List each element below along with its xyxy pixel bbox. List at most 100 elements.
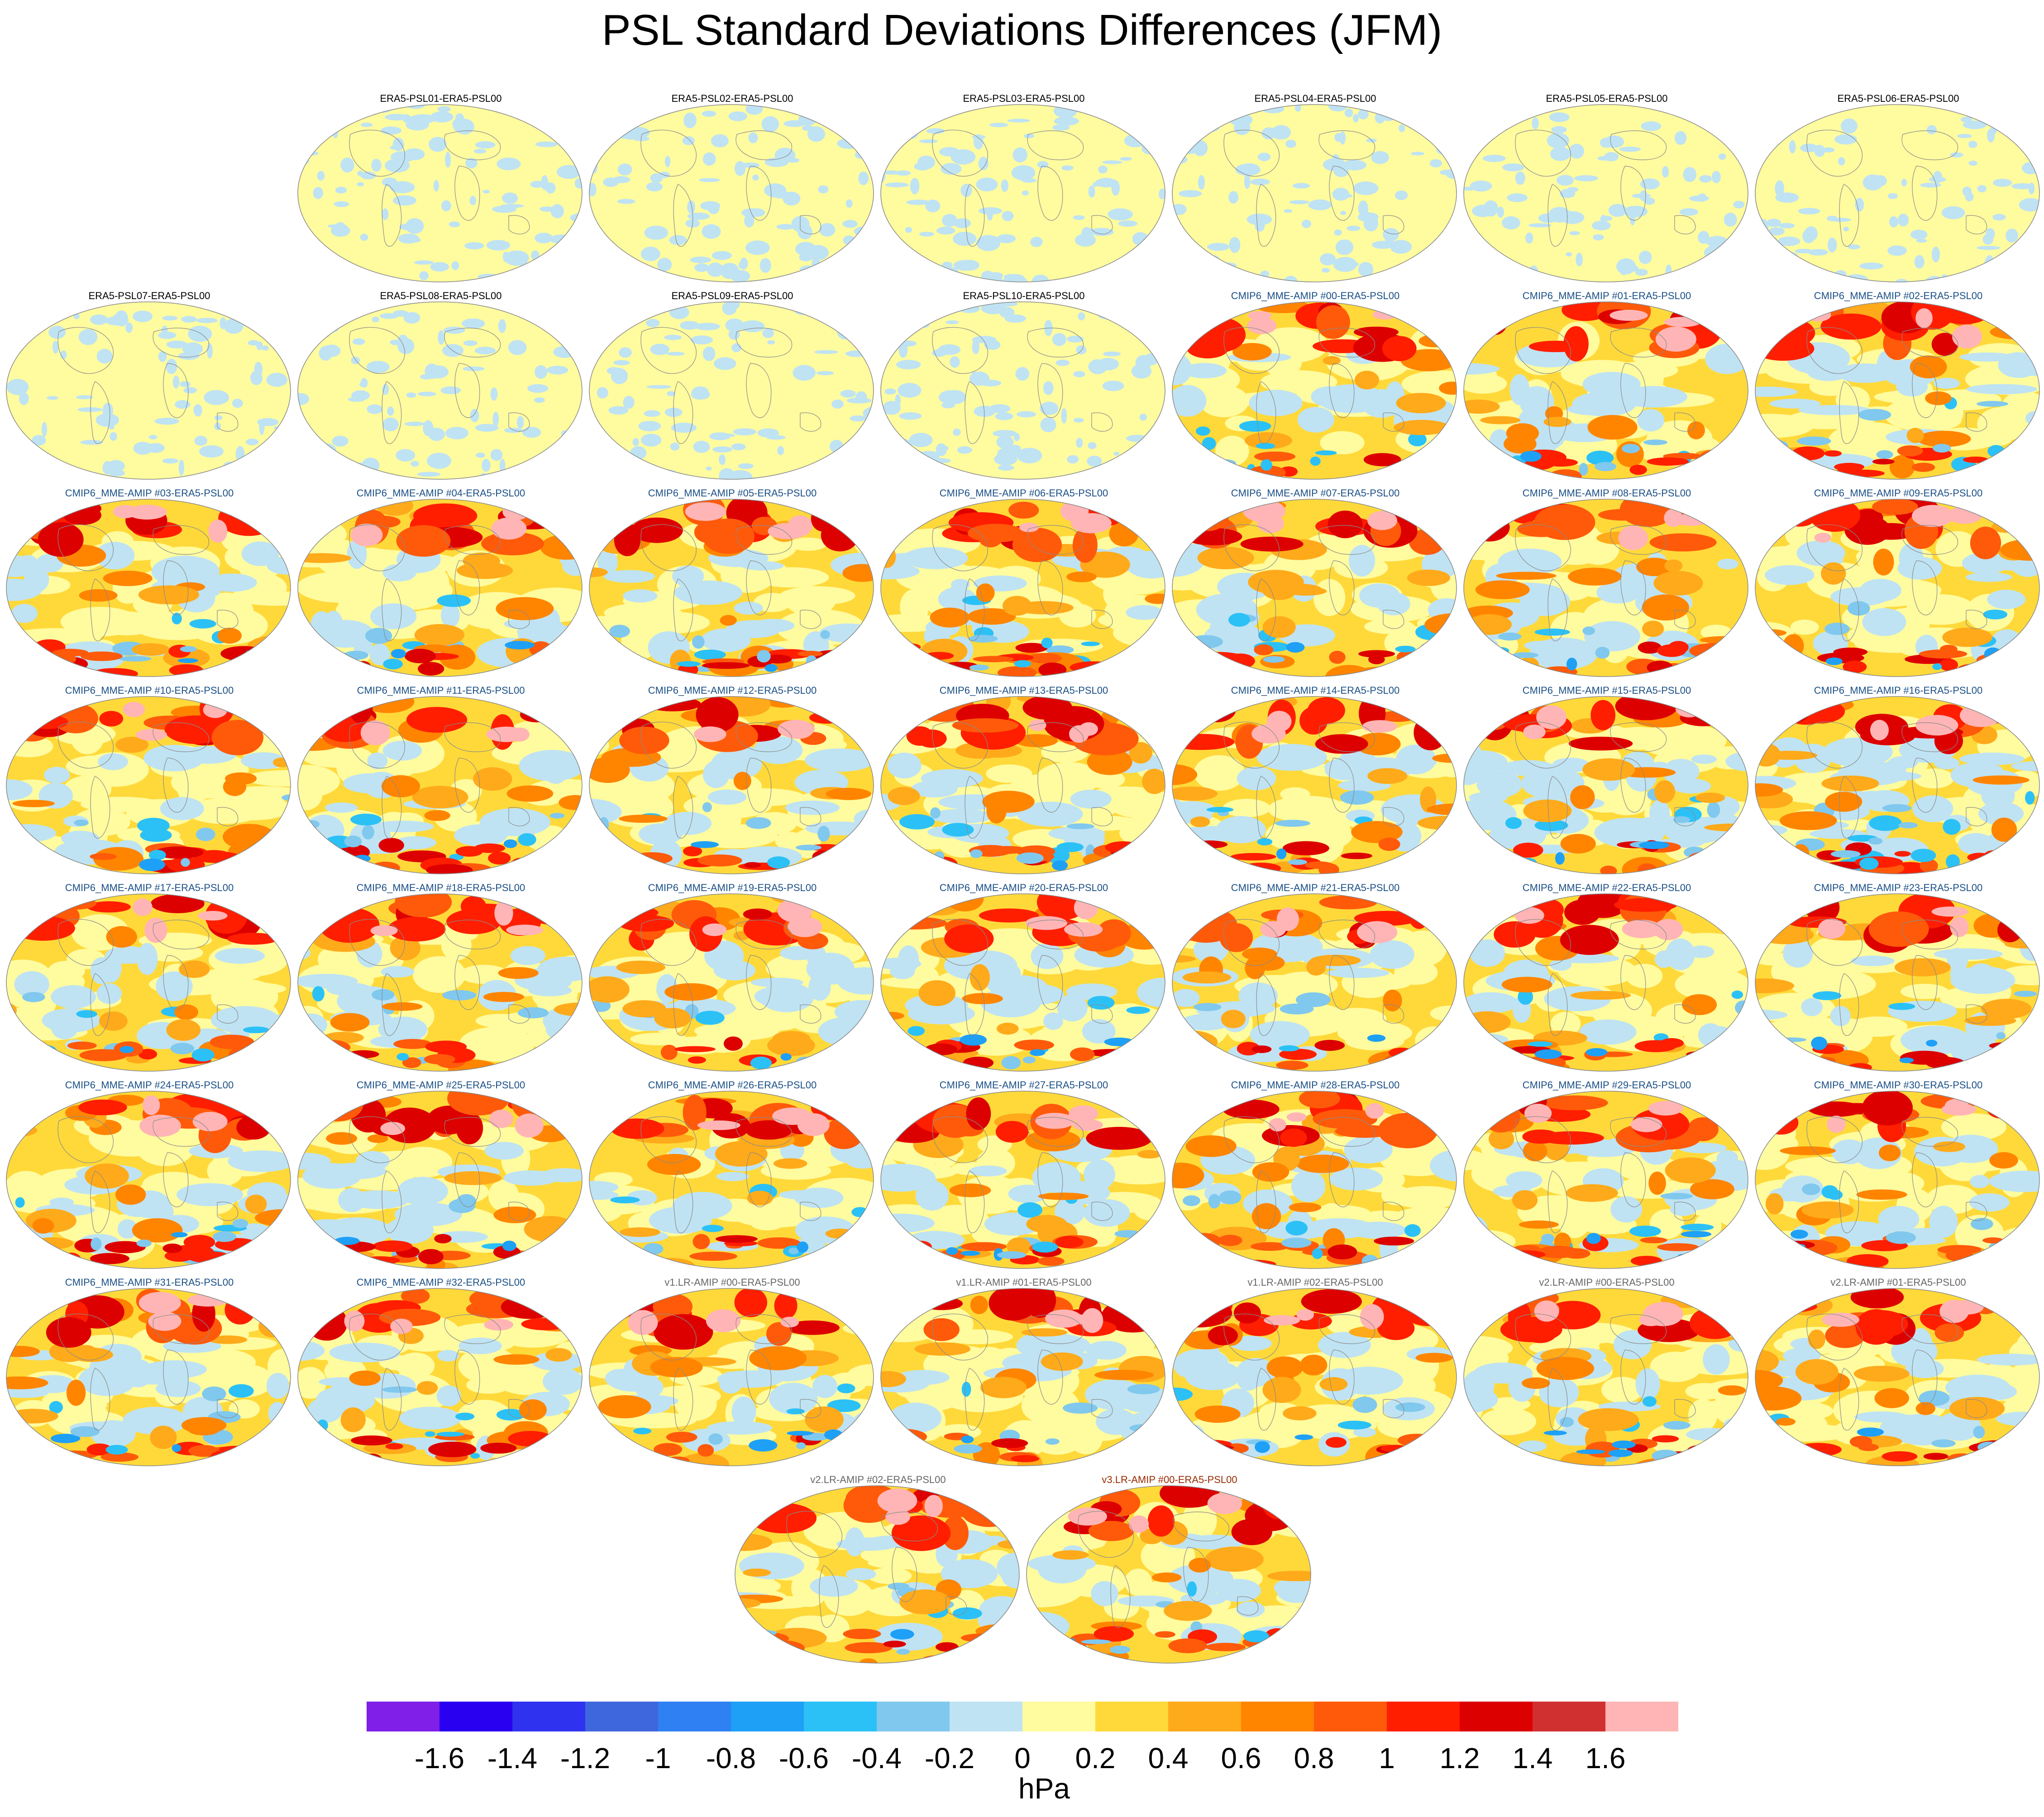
- contour-blob: [1755, 1233, 1783, 1245]
- contour-blob: [1598, 509, 1649, 521]
- contour-blob: [1608, 204, 1627, 217]
- contour-blob: [1519, 760, 1545, 774]
- contour-blob: [1464, 1428, 1481, 1440]
- contour-blob: [744, 214, 755, 228]
- contour-blob: [1316, 305, 1350, 339]
- coastline: [800, 610, 821, 629]
- contour-blob: [887, 897, 932, 921]
- contour-blob: [831, 399, 844, 409]
- contour-blob: [881, 1371, 907, 1388]
- coastline: [1912, 560, 1938, 615]
- contour-blob: [1425, 656, 1457, 663]
- contour-blob: [1543, 416, 1571, 427]
- contour-blob: [1934, 757, 1960, 770]
- map-panel: CMIP6_MME-AMIP #13-ERA5-PSL00: [879, 685, 1169, 884]
- contour-blob: [1638, 863, 1657, 874]
- contour-blob: [188, 325, 212, 342]
- contour-blob: [1523, 1141, 1547, 1162]
- contour-blob: [1950, 916, 1969, 937]
- contour-blob: [192, 1111, 228, 1131]
- map-panel: CMIP6_MME-AMIP #27-ERA5-PSL00: [879, 1079, 1169, 1278]
- contour-blob: [688, 1056, 706, 1064]
- contour-blob: [2018, 862, 2032, 868]
- map: [880, 1288, 1165, 1466]
- contour-blob: [1731, 463, 1748, 475]
- contour-blob: [1820, 313, 1882, 340]
- contour-blob: [1643, 439, 1668, 445]
- contour-blob: [1179, 190, 1202, 197]
- contour-blob: [666, 352, 685, 356]
- contour-blob: [1064, 922, 1103, 937]
- coastline: [1610, 1117, 1667, 1147]
- map-border: [880, 696, 1165, 874]
- contour-blob: [1505, 1171, 1543, 1189]
- contour-blob: [1619, 386, 1687, 408]
- contour-blob: [1430, 1430, 1457, 1449]
- contour-blob: [1480, 416, 1521, 424]
- coastline: [217, 807, 239, 826]
- contour-blob: [702, 224, 721, 239]
- coastline: [163, 1152, 189, 1207]
- coastline: [382, 578, 402, 642]
- contour-blob: [1652, 1435, 1679, 1443]
- map: [6, 1091, 291, 1269]
- contour-blob: [1755, 456, 1780, 467]
- contour-blob: [298, 393, 310, 405]
- contour-blob: [954, 218, 971, 229]
- contour-blob: [382, 417, 399, 431]
- contour-blob: [996, 1022, 1019, 1035]
- coastline: [1806, 919, 1863, 966]
- contour-blob: [1397, 1434, 1437, 1447]
- contour-blob: [1851, 955, 1895, 966]
- contour-blob: [1172, 1449, 1187, 1456]
- contour-blob: [1934, 948, 2003, 960]
- contour-blob: [616, 960, 666, 974]
- coastline: [1329, 166, 1355, 221]
- contour-blob: [390, 1318, 413, 1334]
- contour-blob: [1897, 445, 1923, 457]
- map: [1755, 104, 2040, 282]
- contour-blob: [890, 1437, 918, 1445]
- contour-blob: [1970, 526, 2001, 559]
- contour-blob: [1826, 1116, 1846, 1133]
- contour-blob: [1929, 1206, 1958, 1238]
- contour-blob: [1597, 156, 1614, 161]
- contour-blob: [1172, 1251, 1183, 1259]
- contour-blob: [1491, 647, 1509, 655]
- panel-title: CMIP6_MME-AMIP #28-ERA5-PSL00: [1231, 1079, 1400, 1091]
- contour-blob: [1102, 381, 1124, 391]
- contour-blob: [892, 445, 910, 459]
- contour-blob: [1767, 126, 1785, 134]
- contour-blob: [1733, 1035, 1748, 1046]
- coastline: [1037, 560, 1063, 615]
- contour-blob: [567, 258, 582, 268]
- contour-blob: [441, 200, 451, 211]
- map-border: [1755, 499, 2040, 677]
- contour-blob: [93, 847, 143, 871]
- contour-blob: [239, 866, 271, 873]
- contour-blob: [1377, 1413, 1439, 1439]
- contour-blob: [640, 247, 660, 262]
- contour-blob: [1395, 645, 1416, 653]
- coastline: [746, 166, 772, 221]
- contour-blob: [1172, 787, 1218, 801]
- contour-blob: [806, 302, 828, 313]
- contour-blob: [67, 1041, 97, 1050]
- contour-blob: [189, 619, 216, 629]
- contour-blob: [196, 318, 218, 323]
- contour-blob: [926, 128, 945, 134]
- map-panel: CMIP6_MME-AMIP #05-ERA5-PSL00: [587, 487, 877, 687]
- contour-blob: [1038, 1256, 1065, 1266]
- contour-blob: [970, 1296, 989, 1314]
- contour-blob: [229, 1048, 249, 1062]
- contour-blob: [521, 1318, 568, 1331]
- contour-blob: [961, 1242, 1007, 1251]
- contour-blob: [904, 450, 925, 458]
- map: [6, 1288, 291, 1466]
- coastline: [1610, 130, 1667, 160]
- contour-blob: [1407, 569, 1450, 586]
- contour-blob: [1185, 1135, 1237, 1157]
- contour-blob: [1365, 1103, 1384, 1119]
- contour-blob: [1040, 401, 1059, 415]
- contour-blob: [1273, 329, 1320, 347]
